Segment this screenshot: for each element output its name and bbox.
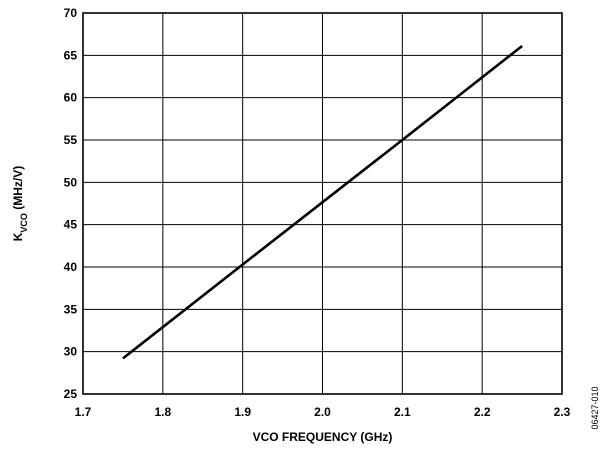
y-axis-tick-labels: 25 30 35 40 45 50 55 60 65 70 [64,6,78,401]
y-axis-title-units: (MHz/V) [11,166,25,213]
y-tick-label: 45 [64,218,78,232]
y-tick-label: 65 [64,48,78,62]
plot-area-frame [82,12,563,395]
y-tick-label: 30 [64,345,78,359]
y-tick-label: 55 [64,133,78,147]
y-axis-title-main: K [11,232,25,241]
y-tick-label: 25 [64,387,78,401]
x-tick-label: 1.8 [154,405,171,419]
y-tick-label: 40 [64,260,78,274]
x-axis-title: VCO FREQUENCY (GHz) [253,430,393,444]
y-tick-label: 35 [64,302,78,316]
series-layer [122,44,523,360]
x-tick-label: 2.2 [474,405,491,419]
y-tick-label: 70 [64,6,78,20]
figure-id: 06427-010 [590,386,600,429]
grid [83,13,562,394]
x-tick-label: 1.7 [75,405,92,419]
x-tick-label: 2.0 [314,405,331,419]
series-line [122,44,523,360]
x-axis-tick-labels: 1.7 1.8 1.9 2.0 2.1 2.2 2.3 [75,405,571,419]
x-tick-label: 2.3 [554,405,571,419]
y-axis-title: KVCO (MHz/V) [11,166,29,242]
y-tick-label: 50 [64,175,78,189]
y-axis-title-subscript: VCO [19,213,29,233]
y-tick-label: 60 [64,91,78,105]
x-tick-label: 2.1 [394,405,411,419]
x-tick-label: 1.9 [234,405,251,419]
